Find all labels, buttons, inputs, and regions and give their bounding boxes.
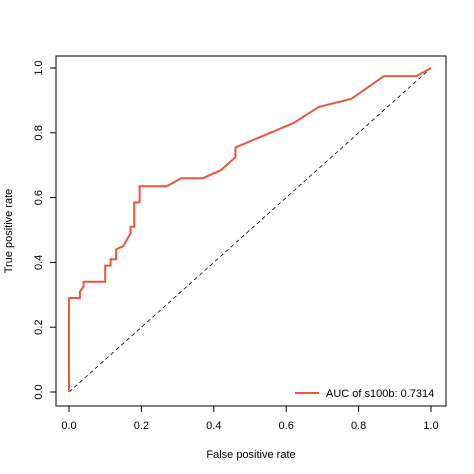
x-tick-label: 0.8 xyxy=(351,420,366,432)
x-tick-label: 0.6 xyxy=(279,420,294,432)
y-tick-label: 0.0 xyxy=(33,384,45,399)
y-axis-title: True positive rate xyxy=(3,189,15,274)
y-tick-label: 1.0 xyxy=(33,60,45,75)
plot-area-frame xyxy=(55,55,447,407)
y-tick-label: 0.8 xyxy=(33,125,45,140)
x-axis-title: False positive rate xyxy=(206,449,295,461)
x-tick-label: 0.2 xyxy=(134,420,149,432)
x-tick-label: 0.0 xyxy=(61,420,76,432)
legend: AUC of s100b: 0.7314 xyxy=(295,388,434,400)
legend-label: AUC of s100b: 0.7314 xyxy=(326,388,434,400)
y-tick-label: 0.4 xyxy=(33,255,45,270)
x-tick-label: 0.4 xyxy=(206,420,221,432)
roc-curve-line xyxy=(68,67,432,392)
x-tick-label: 1.0 xyxy=(423,420,438,432)
y-axis: 0.0 0.2 0.4 0.6 0.8 1.0 xyxy=(33,60,57,400)
x-axis: 0.0 0.2 0.4 0.6 0.8 1.0 xyxy=(61,405,439,432)
y-tick-label: 0.2 xyxy=(33,320,45,335)
y-tick-label: 0.6 xyxy=(33,190,45,205)
reference-diagonal-line xyxy=(68,67,432,393)
